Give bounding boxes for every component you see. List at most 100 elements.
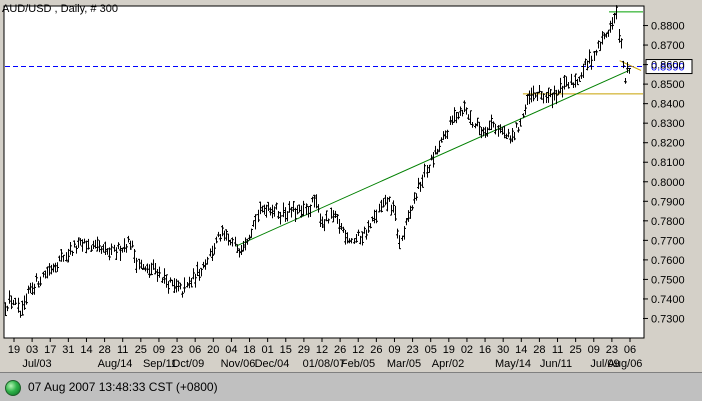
ohlc-bar	[484, 126, 487, 138]
ohlc-bar	[39, 276, 42, 287]
ohlc-bar	[330, 207, 333, 219]
ohlc-bar	[455, 112, 458, 124]
x-month-label: Dec/04	[255, 358, 290, 370]
ohlc-bar	[60, 248, 63, 262]
ohlc-bar	[77, 237, 80, 248]
ohlc-bar	[131, 240, 134, 248]
ohlc-bar	[407, 210, 410, 222]
ohlc-bar	[286, 211, 289, 222]
ohlc-bar	[206, 256, 209, 265]
ohlc-bar	[398, 235, 401, 250]
ohlc-bar	[365, 229, 368, 240]
ohlc-bar	[375, 209, 378, 224]
ohlc-bar	[323, 219, 326, 232]
ohlc-bar	[171, 279, 174, 287]
ohlc-bar	[102, 244, 105, 253]
ohlc-bar	[615, 5, 618, 20]
chart-title: AUD/USD , Daily, # 300	[2, 3, 118, 15]
ohlc-bar	[474, 123, 477, 129]
ohlc-bar	[545, 92, 548, 103]
ohlc-bar	[229, 239, 232, 246]
ohlc-bar	[305, 203, 308, 215]
x-day-label: 28	[533, 344, 545, 356]
ohlc-bar	[238, 248, 241, 258]
ohlc-bar	[58, 255, 61, 262]
ohlc-bar	[282, 202, 285, 218]
ohlc-bar	[371, 216, 374, 222]
ohlc-bar	[190, 277, 193, 288]
ohlc-bar	[446, 129, 449, 139]
x-month-label: Jul/09	[590, 358, 619, 370]
ohlc-bar	[148, 264, 151, 278]
ohlc-bar	[563, 75, 566, 90]
ohlc-bar	[628, 67, 631, 74]
ohlc-bar	[23, 295, 26, 310]
ohlc-bar	[609, 20, 612, 33]
ohlc-bar	[161, 277, 164, 283]
ohlc-bar	[4, 302, 7, 317]
x-day-label: 15	[280, 344, 292, 356]
status-timestamp: 07 Aug 2007 13:48:33 CST (+0800)	[28, 380, 218, 394]
ohlc-bar	[574, 73, 577, 88]
x-day-label: 18	[243, 344, 255, 356]
ohlc-bar	[196, 261, 199, 277]
ohlc-bar	[382, 198, 385, 208]
ohlc-bar	[209, 248, 212, 257]
ohlc-bar	[223, 230, 226, 241]
ohlc-bar	[499, 124, 502, 134]
ohlc-bar	[480, 127, 483, 139]
ohlc-bar	[54, 262, 57, 273]
x-day-label: 25	[570, 344, 582, 356]
plot-area	[3, 5, 645, 339]
ohlc-bar	[511, 127, 514, 143]
ohlc-bar	[350, 238, 353, 244]
ohlc-bar	[217, 231, 220, 238]
ohlc-bar	[342, 226, 345, 233]
x-day-label: 16	[479, 344, 491, 356]
ohlc-bar	[421, 174, 424, 188]
ohlc-bar	[553, 85, 556, 101]
ohlc-bar	[403, 226, 406, 240]
y-tick-label: 0.7300	[651, 313, 685, 325]
ohlc-bar	[146, 263, 149, 274]
ohlc-bar	[590, 55, 593, 70]
ohlc-bar	[261, 205, 264, 213]
ohlc-bar	[346, 232, 349, 244]
ohlc-bar	[192, 268, 195, 280]
ohlc-bar	[29, 282, 32, 294]
ohlc-bar	[85, 240, 88, 254]
ohlc-bar	[457, 112, 460, 120]
ohlc-bar	[321, 216, 324, 229]
ohlc-bar	[173, 278, 176, 293]
ohlc-bar	[71, 250, 74, 256]
ohlc-bar	[104, 241, 107, 256]
ohlc-bar	[611, 17, 614, 30]
ohlc-bar	[515, 122, 518, 128]
ohlc-bar	[390, 204, 393, 216]
ohlc-bar	[359, 235, 362, 245]
ohlc-bar	[396, 228, 399, 239]
ohlc-bar	[75, 245, 78, 254]
x-day-label: 05	[425, 344, 437, 356]
ohlc-bar	[67, 248, 70, 263]
x-day-label: 06	[624, 344, 636, 356]
ohlc-bar	[482, 127, 485, 137]
ohlc-bar	[44, 270, 47, 279]
ohlc-bar	[353, 238, 356, 244]
ohlc-bar	[290, 206, 293, 218]
ohlc-bar	[177, 280, 180, 292]
ohlc-bar	[8, 290, 11, 304]
ohlc-bar	[557, 89, 560, 96]
price-chart: AUD/USD , Daily, # 300 0.8590 0.7300 0.74…	[2, 3, 693, 370]
ohlc-bar	[549, 88, 552, 98]
ohlc-bar	[31, 282, 34, 296]
ohlc-bar	[461, 109, 464, 117]
ohlc-bar	[152, 259, 155, 270]
ohlc-bar	[542, 93, 545, 104]
ohlc-bar	[73, 240, 76, 248]
y-tick-label: 0.8700	[651, 40, 685, 52]
ohlc-bar	[135, 257, 138, 274]
ohlc-bar	[12, 299, 15, 306]
ohlc-bar	[459, 106, 462, 116]
x-day-label: 25	[135, 344, 147, 356]
